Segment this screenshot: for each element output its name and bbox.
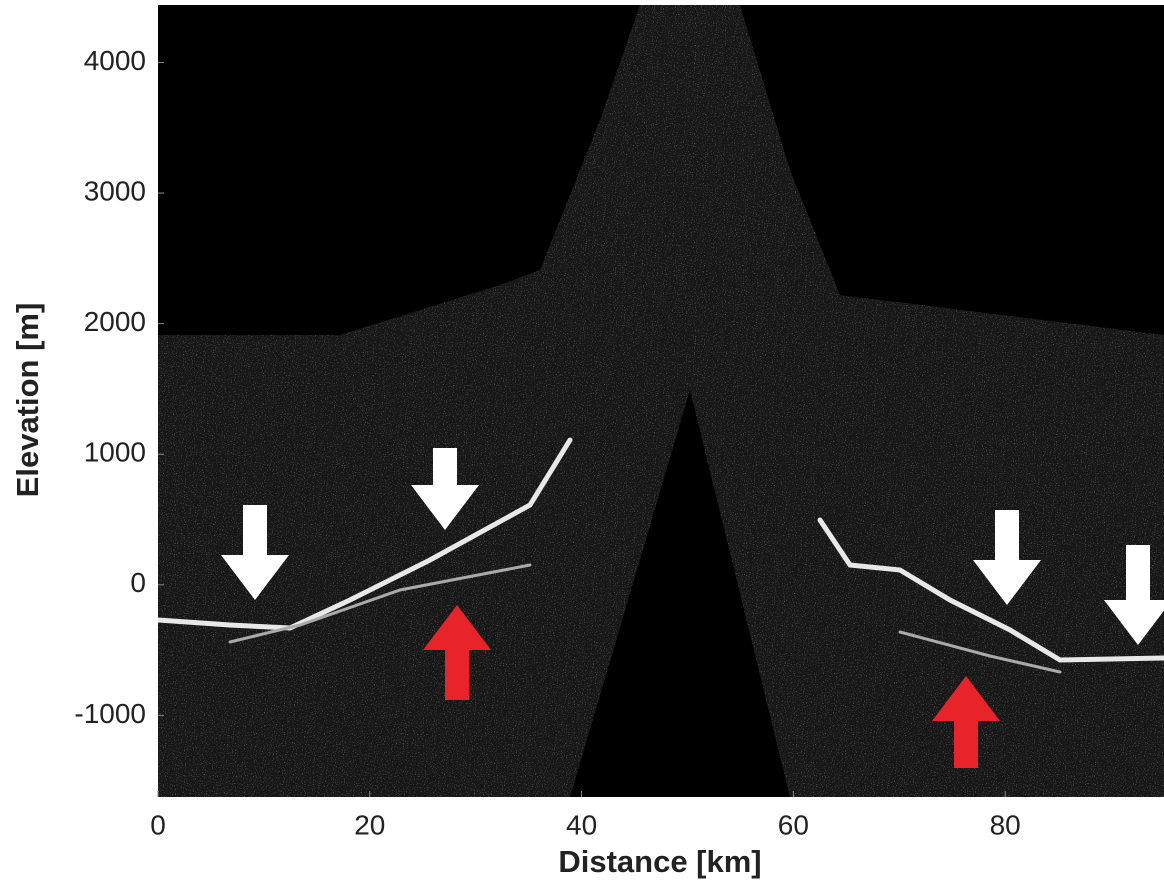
y-tick-label: 1000 [84,437,146,468]
x-tick-label: 20 [354,809,385,840]
x-tick-label: 0 [150,809,166,840]
x-tick-label: 40 [566,809,597,840]
shadow-cone [570,390,790,797]
y-tick-label: 0 [130,567,146,598]
x-tick-label: 60 [778,809,809,840]
white-arrows [221,448,1164,645]
x-tick-label: 80 [990,809,1021,840]
red-arrows [423,605,1000,768]
y-axis-label: Elevation [m] [10,303,45,498]
y-tick-label: 2000 [84,306,146,337]
speckle [158,5,1164,797]
y-tick-label: -1000 [74,698,146,729]
reflectors [158,437,1164,674]
radar-image [158,5,1164,797]
y-tick-label: 3000 [84,175,146,206]
y-tick-label: 4000 [84,45,146,76]
x-axis-label: Distance [km] [558,844,761,879]
